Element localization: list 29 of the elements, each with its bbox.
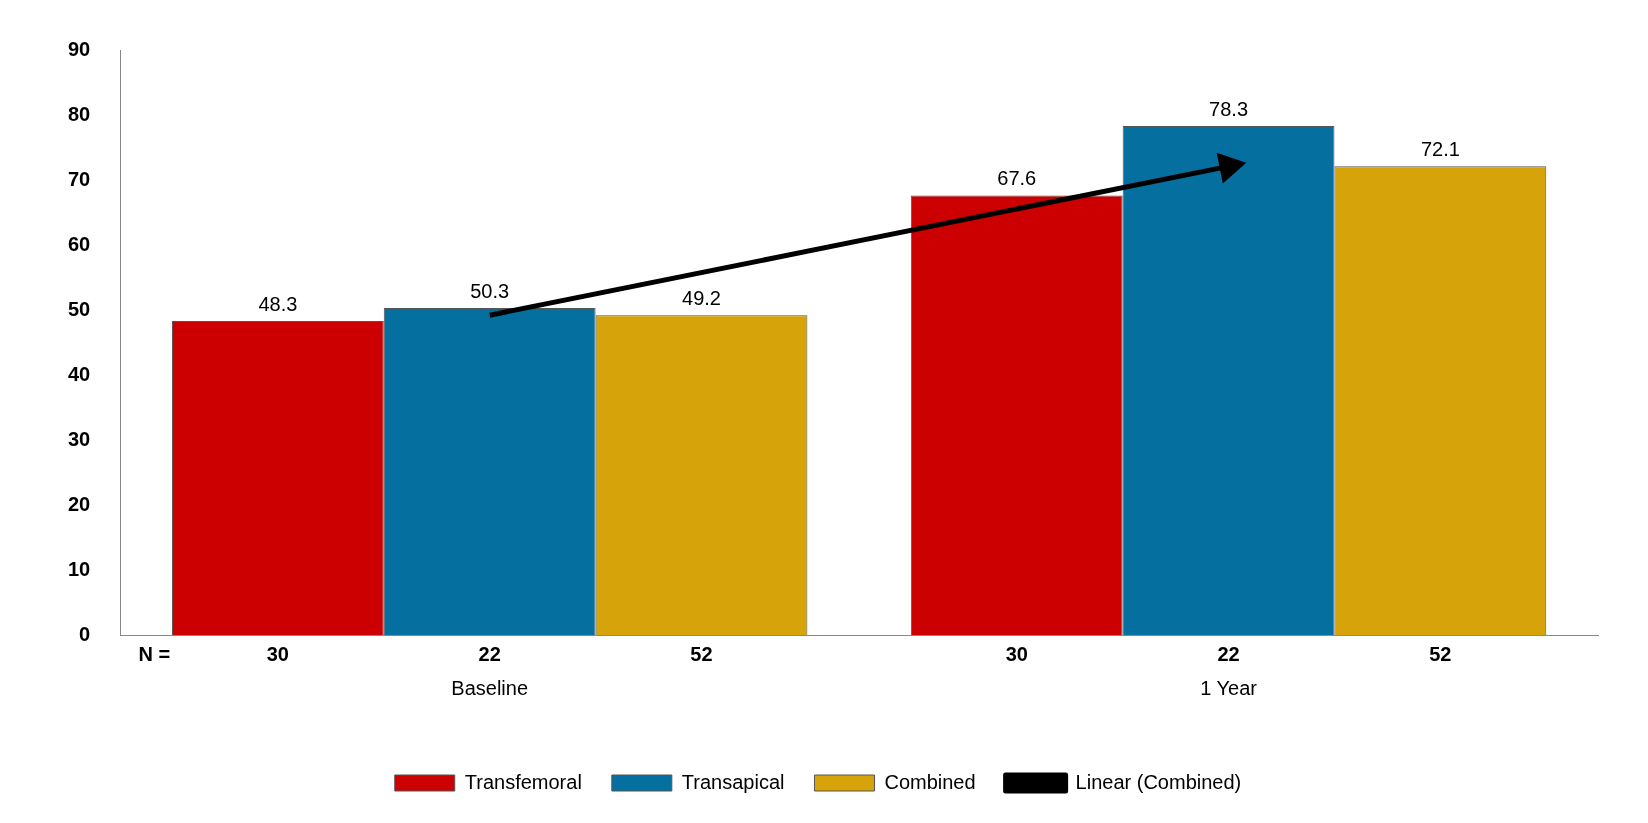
text: 22 (1217, 642, 1240, 665)
data-label: 72.1 (1420, 137, 1460, 160)
legend-label: Linear (Combined) (1075, 770, 1242, 793)
y-tick-label: 10 (68, 557, 91, 580)
y-tick-label: 70 (68, 167, 91, 190)
text: 30 (1005, 642, 1028, 665)
data-label: 50.3 (470, 279, 510, 302)
legend-label: Transapical (681, 770, 785, 793)
data-label: 49.2 (682, 286, 721, 309)
y-tick-label: 40 (68, 362, 91, 385)
y-tick-label: 50 (68, 297, 91, 320)
y-tick-label: 30 (68, 427, 91, 450)
y-tick-label: 90 (68, 37, 91, 60)
text: 52 (690, 642, 713, 665)
text: N = (138, 642, 171, 665)
y-tick-label: 80 (68, 102, 91, 125)
x-tick-label: Baseline (451, 676, 529, 699)
data-label: 67.6 (997, 167, 1037, 190)
text: 22 (478, 642, 501, 665)
text: 52 (1429, 642, 1452, 665)
y-tick-label: 20 (68, 492, 91, 515)
y-tick-label: 0 (79, 622, 91, 645)
legend-label: Transfemoral (464, 770, 582, 793)
legend-label: Combined (884, 770, 976, 793)
text: 30 (266, 642, 289, 665)
x-tick-label: 1 Year (1200, 676, 1258, 699)
data-label: 78.3 (1209, 97, 1249, 120)
data-label: 48.3 (258, 292, 298, 315)
y-tick-label: 60 (68, 232, 91, 255)
